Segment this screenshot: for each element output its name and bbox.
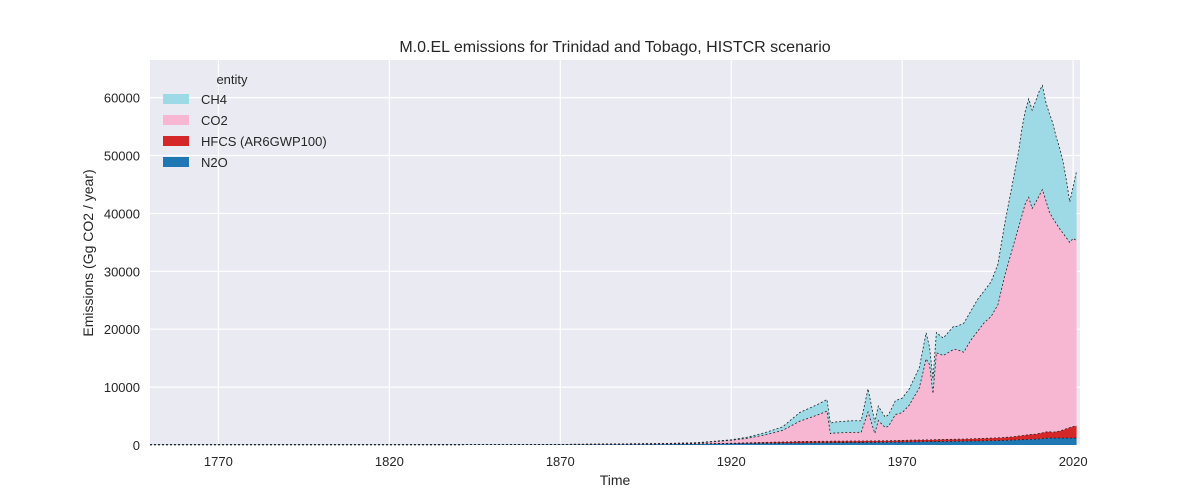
y-axis-title: Emissions (Gg CO2 / year) (80, 169, 96, 336)
y-tick-label: 50000 (104, 149, 140, 164)
area-n2o (150, 438, 1077, 445)
y-axis-ticks: 0 10000 20000 30000 40000 50000 60000 (104, 91, 140, 453)
y-tick-label: 0 (133, 438, 140, 453)
legend-swatch (163, 157, 189, 167)
x-axis-ticks: 1770 1820 1870 1920 1970 2020 (204, 454, 1088, 469)
chart-title: M.0.EL emissions for Trinidad and Tobago… (399, 39, 830, 56)
y-tick-label: 40000 (104, 206, 140, 221)
legend-label: N2O (201, 155, 228, 170)
boundary-line (150, 425, 1077, 446)
legend-swatch (163, 115, 189, 125)
series-boundary-lines (150, 84, 1077, 446)
area-co2 (150, 189, 1077, 445)
legend-swatch (163, 94, 189, 104)
y-tick-label: 60000 (104, 91, 140, 106)
boundary-line (150, 437, 1077, 446)
legend-title: entity (216, 72, 248, 87)
y-tick-label: 10000 (104, 380, 140, 395)
x-tick-label: 2020 (1059, 454, 1088, 469)
x-axis-title: Time (600, 472, 631, 488)
boundary-line (150, 84, 1077, 446)
x-tick-label: 1820 (375, 454, 404, 469)
x-tick-label: 1970 (888, 454, 917, 469)
legend-label: CH4 (201, 92, 227, 107)
x-tick-label: 1870 (546, 454, 575, 469)
legend-label: CO2 (201, 113, 228, 128)
x-tick-label: 1770 (204, 454, 233, 469)
legend: entity CH4 CO2 HFCS (AR6GWP100) N2O (163, 72, 327, 170)
y-tick-label: 30000 (104, 264, 140, 279)
y-tick-label: 20000 (104, 322, 140, 337)
boundary-line (150, 188, 1077, 446)
x-tick-label: 1920 (717, 454, 746, 469)
legend-label: HFCS (AR6GWP100) (201, 134, 327, 149)
legend-swatch (163, 136, 189, 146)
stacked-areas (150, 85, 1077, 445)
